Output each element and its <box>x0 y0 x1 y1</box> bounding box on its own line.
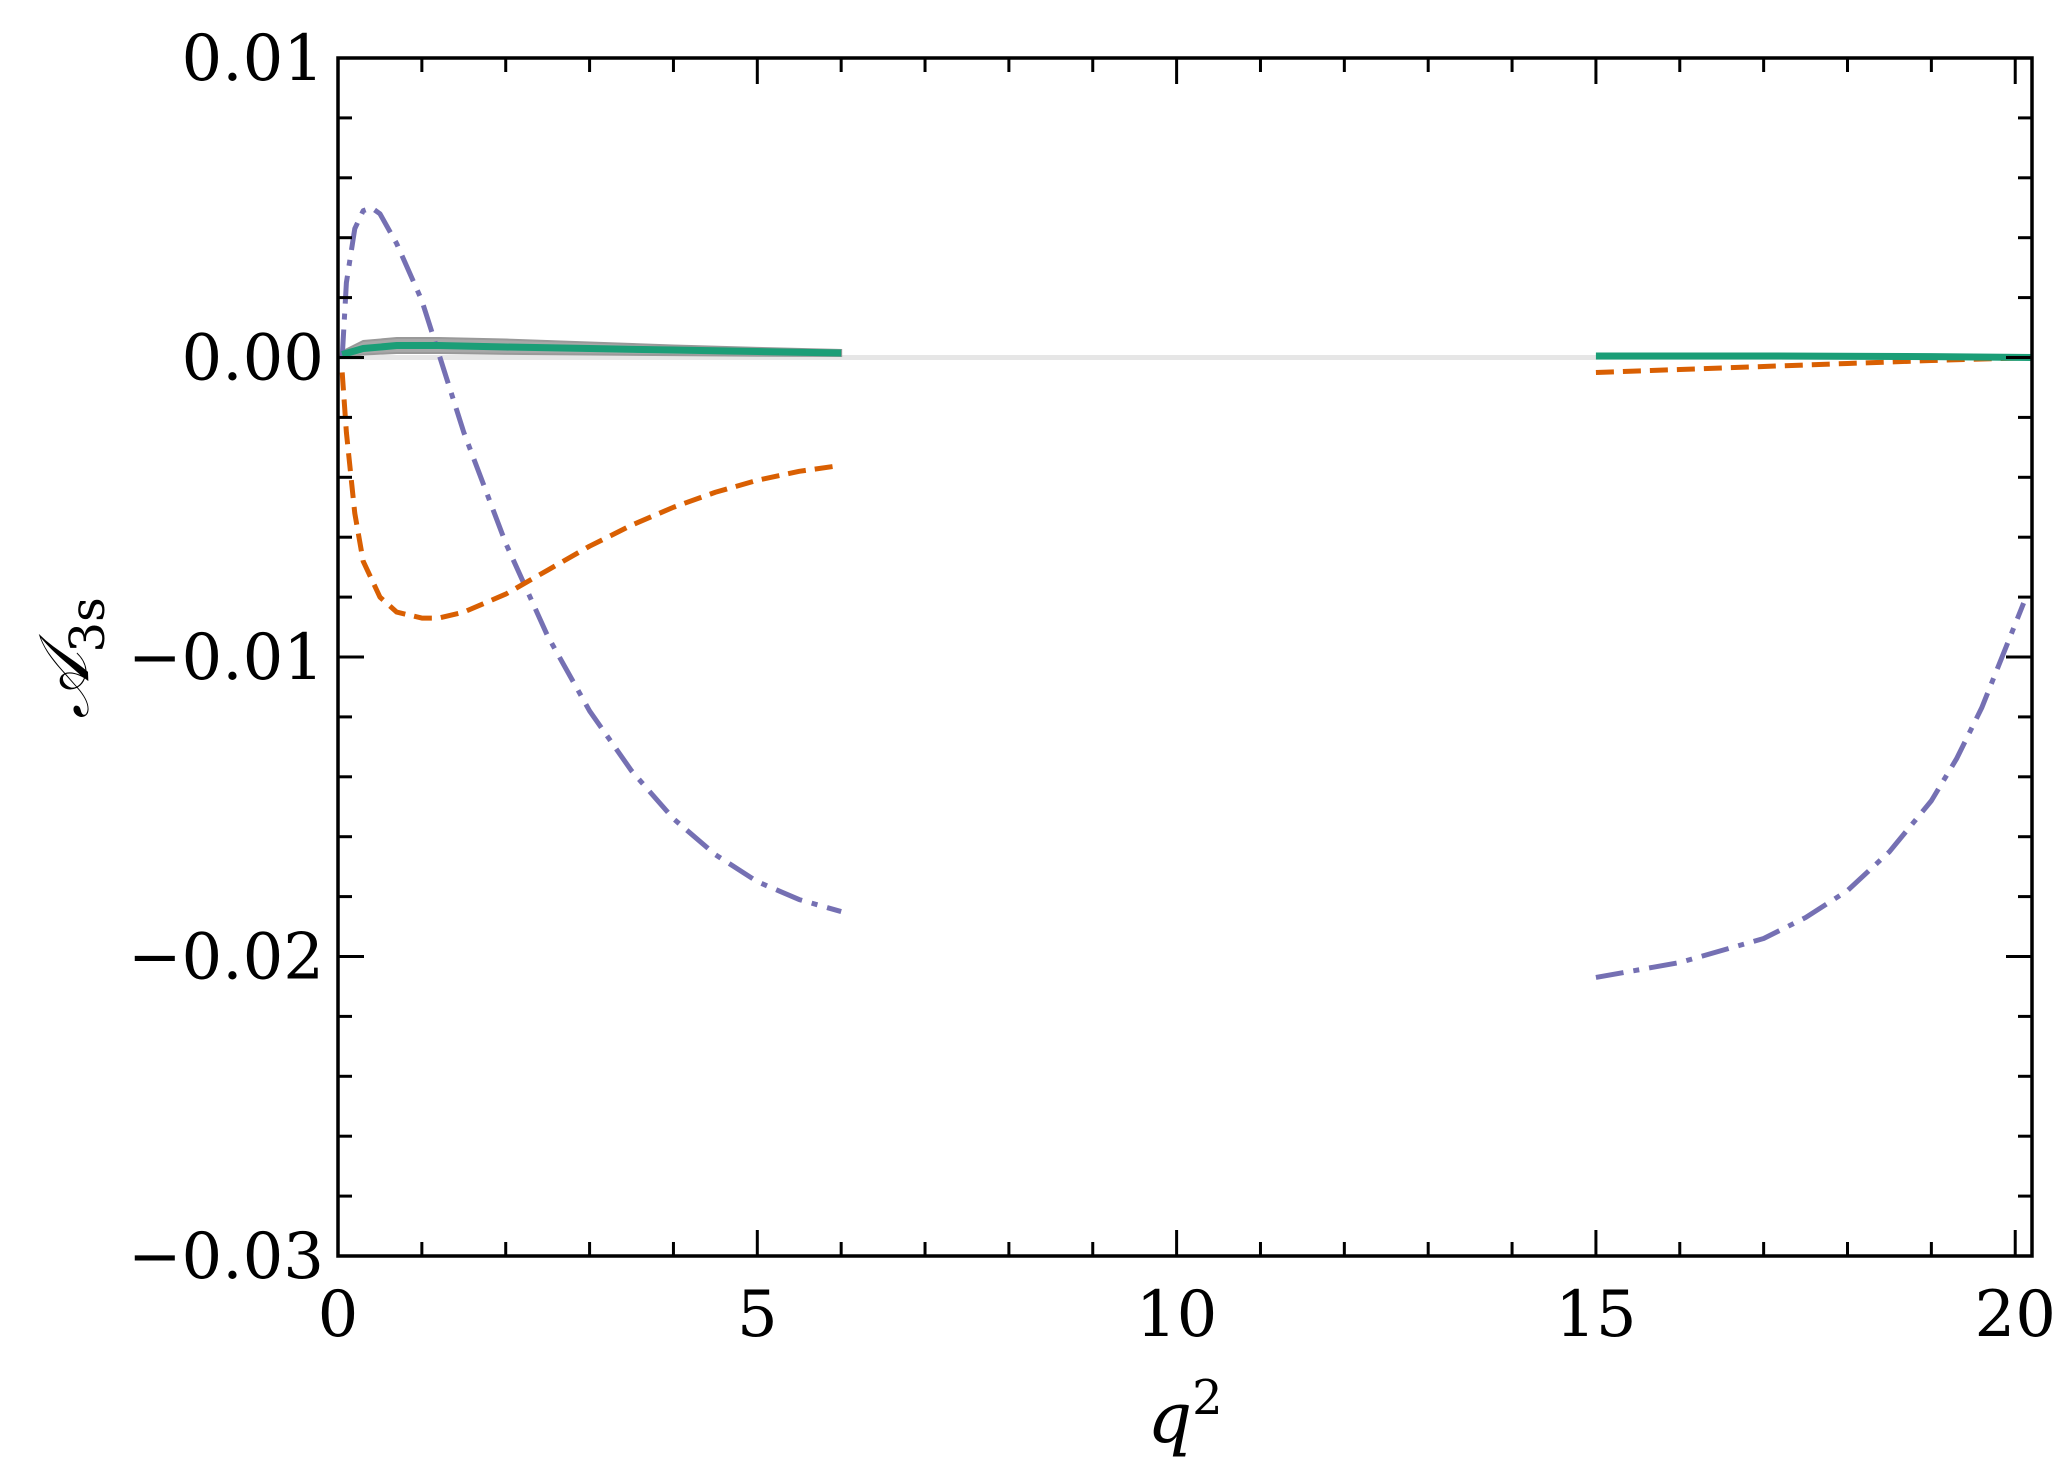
plot-content <box>338 205 2032 980</box>
x-tick-label: 10 <box>1136 1278 1217 1352</box>
series-dashdot-segment-2 <box>1595 602 2026 980</box>
x-tick-label: 5 <box>737 1278 778 1352</box>
y-tick-label: −0.01 <box>128 621 324 695</box>
y-tick-label: 0.00 <box>182 322 325 396</box>
series-solid-segment-1 <box>341 342 842 358</box>
y-tick-label: −0.02 <box>128 921 324 995</box>
tick-labels: 0 5 10 15 20 0.01 0.00 −0.01 −0.02 −0.03 <box>128 22 2056 1352</box>
series-dashdot-segment-1 <box>339 205 842 914</box>
plot-frame <box>336 56 2034 1258</box>
y-tick-label: 0.01 <box>182 22 325 96</box>
series-dashed-segment-1 <box>339 372 842 621</box>
series-solid-segment-2 <box>1595 352 2032 361</box>
x-tick-label: 0 <box>318 1278 359 1352</box>
x-tick-label: 15 <box>1555 1278 1636 1352</box>
x-axis-label: q2 <box>1147 1370 1222 1459</box>
y-tick-label: −0.03 <box>128 1220 324 1294</box>
x-tick-label: 20 <box>1975 1278 2056 1352</box>
plot-area <box>338 205 2032 980</box>
